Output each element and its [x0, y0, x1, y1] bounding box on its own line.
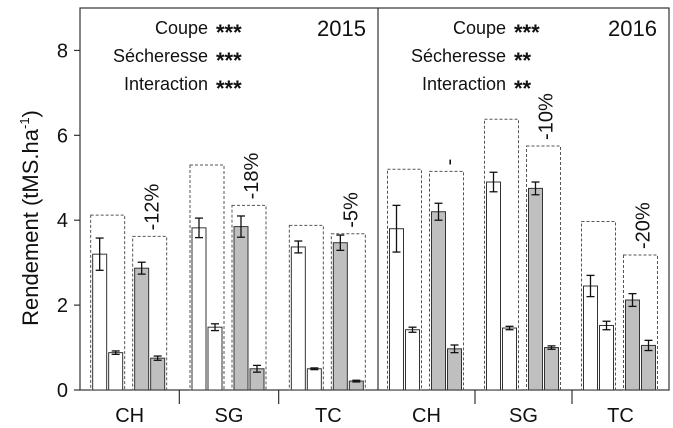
- percent-change-label: -20%: [633, 202, 655, 249]
- total-yield-box: [90, 214, 126, 391]
- bar-second-cut: [544, 347, 559, 391]
- x-category-label: CH: [115, 405, 144, 427]
- y-tick-label: 0: [57, 380, 68, 402]
- bar-first-cut: [486, 181, 501, 391]
- bar-first-cut: [134, 267, 150, 391]
- stat-significance: ***: [216, 48, 242, 73]
- total-yield-box: [581, 220, 616, 391]
- total-yield-box: [623, 254, 658, 391]
- x-category-label: SG: [509, 405, 538, 427]
- bar-second-cut: [108, 352, 124, 391]
- total-yield-box: [330, 233, 366, 391]
- panel-year-label: 2016: [608, 16, 657, 41]
- bar-first-cut: [625, 299, 640, 391]
- y-tick-label: 4: [57, 210, 68, 232]
- bar-first-cut: [191, 227, 207, 391]
- bar-second-cut: [447, 348, 462, 391]
- total-yield-box: [526, 145, 561, 391]
- bar-first-cut: [528, 187, 543, 391]
- stat-label: Coupe: [453, 18, 506, 38]
- total-yield-box: [288, 224, 324, 391]
- total-yield-box: [484, 118, 519, 391]
- plot-frame: [79, 7, 670, 391]
- x-axis: CH SG TC CH SG TC: [115, 390, 634, 427]
- x-category-label: CH: [412, 405, 441, 427]
- percent-change-label: -10%: [536, 93, 558, 140]
- stat-label: Sécheresse: [411, 46, 506, 66]
- stat-significance: ***: [216, 76, 242, 101]
- y-axis-label-sup: -1: [17, 117, 32, 129]
- percent-change-label: -: [439, 159, 461, 166]
- bar-first-cut: [583, 285, 598, 391]
- total-yield-box: [132, 235, 168, 391]
- stat-label: Sécheresse: [113, 46, 208, 66]
- bar-first-cut: [389, 228, 404, 391]
- bars-layer: [90, 118, 658, 391]
- total-yield-box: [189, 164, 225, 391]
- y-axis-label-close: ): [18, 110, 43, 117]
- stat-label: Interaction: [124, 74, 208, 94]
- x-category-label: TC: [607, 405, 634, 427]
- bar-second-cut: [599, 324, 614, 391]
- bar-first-cut: [233, 226, 249, 391]
- bar-second-cut: [641, 344, 656, 391]
- bar-first-cut: [92, 253, 108, 391]
- bar-second-cut: [405, 329, 420, 391]
- total-yield-box: [387, 168, 422, 391]
- bar-first-cut: [431, 211, 446, 391]
- bar-second-cut: [502, 327, 517, 391]
- y-tick-label: 6: [57, 125, 68, 147]
- x-category-label: SG: [215, 405, 244, 427]
- y-axis: 0 2 4 6 8: [57, 40, 80, 402]
- x-category-label: TC: [315, 405, 342, 427]
- bar-first-cut: [332, 242, 348, 391]
- percent-change-label: -18%: [241, 152, 263, 199]
- bar-first-cut: [290, 246, 306, 391]
- bar-second-cut: [306, 368, 322, 391]
- y-axis-label: Rendement (tMS.ha-1): [17, 110, 43, 326]
- stat-significance: ***: [514, 20, 540, 45]
- percent-change-label: -5%: [340, 192, 362, 228]
- bar-second-cut: [150, 357, 166, 391]
- labels-layer: -12% -18% -5% 2015 Coupe *** Sécheresse *** Inte…: [113, 16, 657, 249]
- stat-significance: **: [514, 48, 532, 73]
- y-axis-label-main: Rendement (tMS.ha: [18, 128, 43, 326]
- percent-change-label: -12%: [142, 183, 164, 230]
- panel-year-label: 2015: [317, 16, 366, 41]
- total-yield-box: [429, 170, 464, 391]
- stat-label: Coupe: [155, 18, 208, 38]
- stat-significance: ***: [216, 20, 242, 45]
- stat-label: Interaction: [422, 74, 506, 94]
- bar-second-cut: [207, 326, 223, 391]
- plot-border: [79, 7, 670, 391]
- y-tick-label: 8: [57, 40, 68, 62]
- total-yield-box: [231, 204, 267, 391]
- stat-significance: **: [514, 76, 532, 101]
- y-tick-label: 2: [57, 295, 68, 317]
